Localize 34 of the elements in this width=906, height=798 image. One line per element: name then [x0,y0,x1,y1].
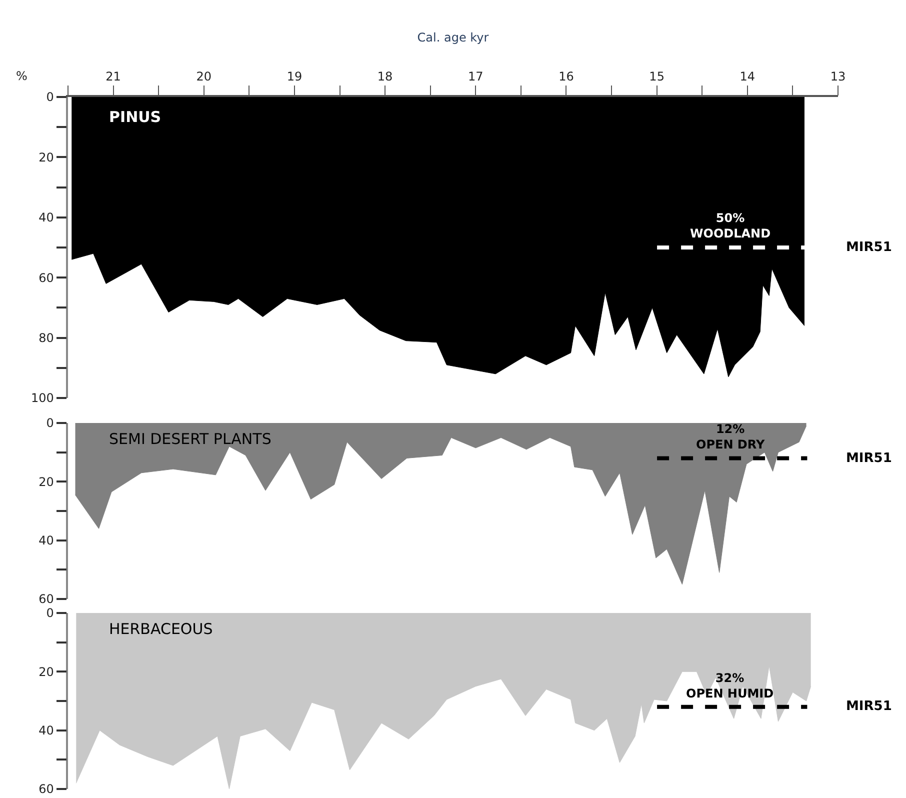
y-axis-title: % [16,69,28,83]
x-tick-label: 18 [377,69,393,84]
y-tick-label: 60 [38,270,54,285]
ref-line-label: 12% OPEN DRY [696,422,765,452]
y-tick-label: 40 [38,724,54,738]
x-tick-label: 16 [558,69,574,84]
x-tick-label: 20 [196,69,212,84]
x-tick-label: 17 [468,69,484,84]
x-tick-label: 14 [740,69,756,84]
y-tick-label: 0 [46,90,54,104]
ref-line-label: 32% OPEN HUMID [686,671,774,701]
y-tick-label: 100 [30,391,54,406]
x-axis-title: Cal. age kyr [417,30,489,44]
y-tick-label: 60 [38,592,54,606]
y-tick-label: 20 [38,474,54,489]
series-label: SEMI DESERT PLANTS [109,430,272,448]
y-tick-label: 40 [38,210,54,225]
x-tick-label: 13 [830,69,846,84]
y-tick-label: 80 [38,331,54,345]
y-tick-label: 0 [46,606,54,620]
text: MIR51 [846,240,892,255]
text: MIR51 [846,699,892,714]
y-tick-label: 20 [38,150,54,164]
y-tick-label: 60 [38,782,54,796]
x-tick-label: 19 [286,69,302,84]
y-tick-label: 20 [38,664,54,679]
y-tick-label: 40 [38,534,54,548]
series-label: PINUS [109,108,162,126]
text: MIR51 [846,451,892,466]
x-tick-label: 21 [106,69,121,84]
x-tick-label: 15 [649,69,664,84]
ref-line-label: 50% WOODLAND [690,211,771,241]
y-tick-label: 0 [46,416,54,430]
series-label: HERBACEOUS [109,620,213,638]
